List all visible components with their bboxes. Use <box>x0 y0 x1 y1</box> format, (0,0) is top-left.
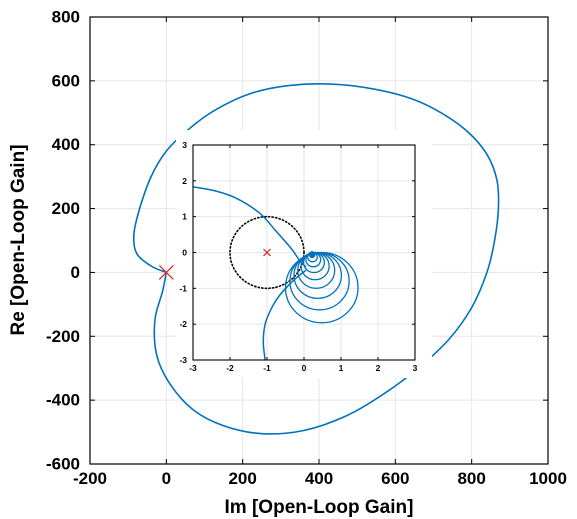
main-ticks: -200 0 200 400 600 800 1000-600-400-2000200400… <box>46 8 567 489</box>
main-series-group <box>132 83 500 435</box>
y-tick-label: 2 <box>182 176 187 186</box>
y-tick-label: -400 <box>46 391 80 410</box>
x-tick-label: 400 <box>305 469 333 488</box>
y-tick-label: -600 <box>46 455 80 474</box>
y-tick-label: 3 <box>182 140 187 150</box>
x-tick-label: -200 <box>73 469 107 488</box>
x-tick-label: 200 <box>228 469 256 488</box>
x-tick-label: 600 <box>381 469 409 488</box>
inset-critical-point-marker <box>263 248 271 257</box>
inset-markers <box>263 248 271 257</box>
y-tick-label: -2 <box>179 319 187 329</box>
inset-ticks: -3 -2 -1 0 1 2 3 -3 -2 -1 0 1 2 3 <box>179 140 417 373</box>
unit-circle <box>229 215 305 290</box>
critical-point-marker <box>158 265 174 280</box>
inset-series-group <box>193 186 359 360</box>
y-tick-label: 600 <box>52 71 80 90</box>
x-axis-label: Im [Open-Loop Gain] <box>225 497 414 518</box>
y-tick-label: -200 <box>46 327 80 346</box>
x-tick-label: -2 <box>226 363 234 373</box>
x-tick-label: -3 <box>189 363 197 373</box>
x-tick-label: 3 <box>413 363 418 373</box>
main-markers <box>158 265 174 280</box>
y-tick-label: 800 <box>52 8 80 27</box>
x-tick-label: 0 <box>162 469 171 488</box>
spiral-dense-core <box>308 251 316 258</box>
y-tick-label: 200 <box>52 199 80 218</box>
x-tick-label: -1 <box>263 363 271 373</box>
y-tick-label: 0 <box>182 248 187 258</box>
inset-nyquist-curve <box>262 269 307 360</box>
y-tick-label: -3 <box>179 355 187 365</box>
x-tick-label: 2 <box>376 363 381 373</box>
y-tick-label: 0 <box>71 263 80 282</box>
x-tick-label: 1000 <box>529 469 567 488</box>
y-tick-label: 400 <box>52 135 80 154</box>
inset-nyquist-curve <box>193 186 307 268</box>
x-tick-label: 800 <box>457 469 485 488</box>
y-tick-label: 1 <box>182 212 187 222</box>
x-tick-label: 0 <box>302 363 307 373</box>
y-tick-label: -1 <box>179 283 187 293</box>
y-axis-label: Re [Open-Loop Gain] <box>8 144 29 335</box>
x-tick-label: 1 <box>339 363 344 373</box>
nyquist-curve <box>132 83 500 435</box>
